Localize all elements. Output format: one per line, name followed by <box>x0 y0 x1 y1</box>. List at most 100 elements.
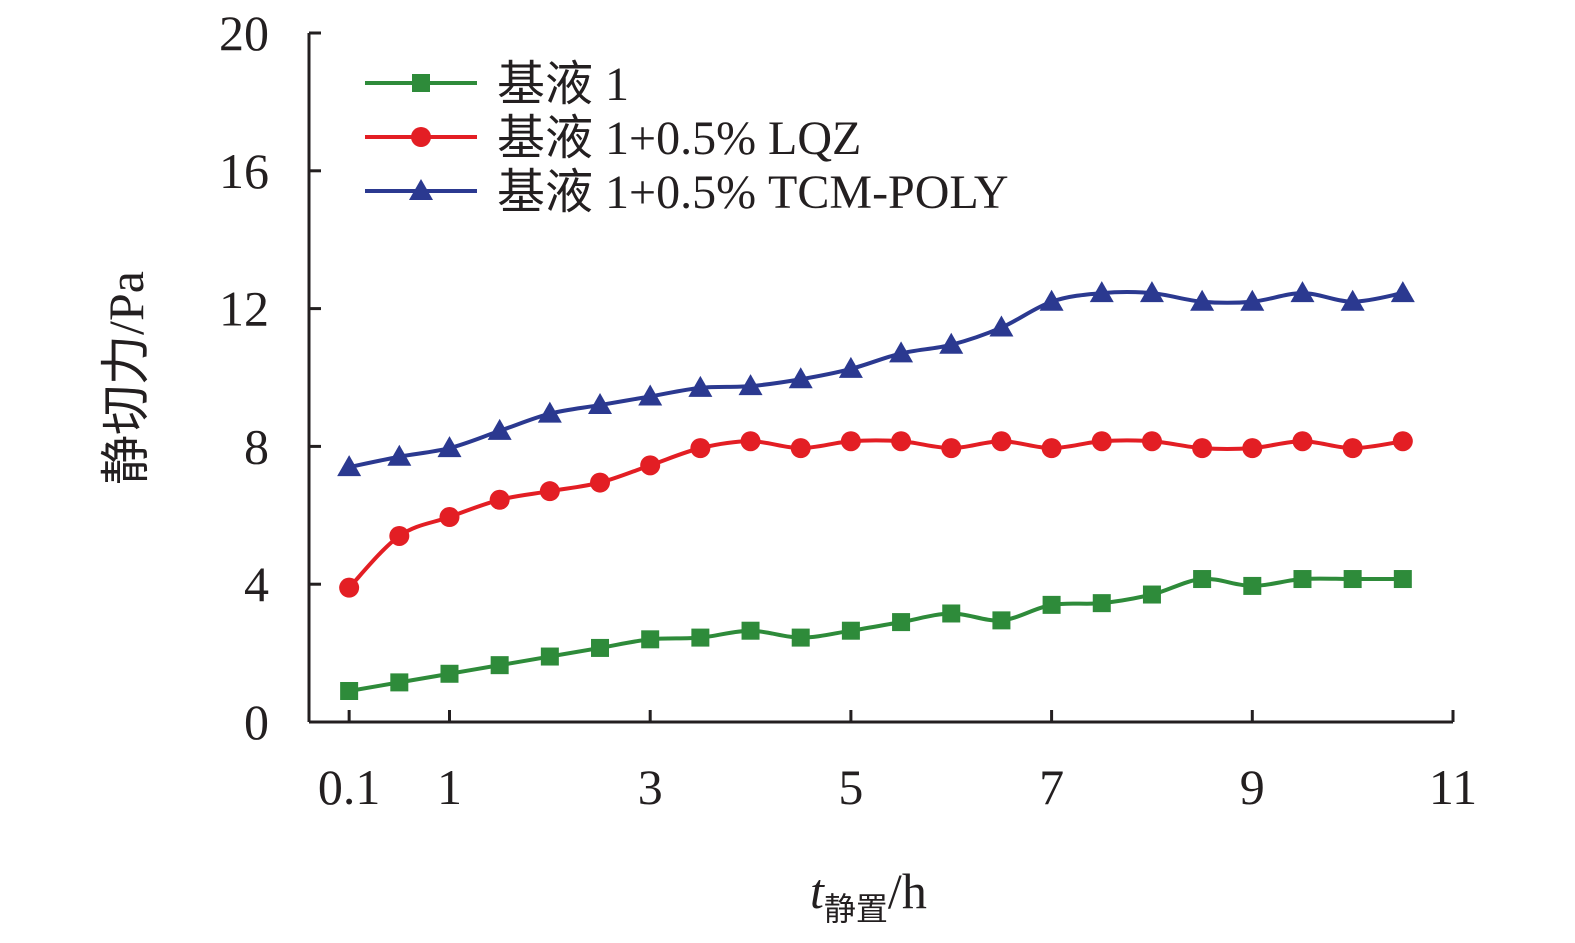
data-point <box>1343 570 1362 589</box>
x-tick-label: 3 <box>638 759 663 815</box>
legend-marker <box>411 127 431 147</box>
data-point <box>690 438 711 459</box>
data-point <box>490 656 509 675</box>
data-point <box>638 384 663 406</box>
data-point <box>1293 570 1312 589</box>
data-point <box>939 332 964 354</box>
data-point <box>1042 595 1061 614</box>
data-point <box>1092 594 1111 613</box>
series-line <box>348 290 1404 470</box>
axes <box>307 33 1453 724</box>
legend-marker <box>409 179 433 200</box>
series-1 <box>340 570 1412 700</box>
data-point <box>992 611 1011 630</box>
data-point <box>740 431 761 452</box>
y-axis-label: 静切力/Pa <box>98 271 154 485</box>
legend-label: 基液 1+0.5% LQZ <box>497 112 861 165</box>
y-tick-label: 4 <box>244 556 269 612</box>
x-tick-label: 0.1 <box>318 759 381 815</box>
data-point <box>891 431 912 452</box>
data-point <box>1243 576 1262 595</box>
data-point <box>1290 281 1315 303</box>
data-point <box>1392 431 1413 452</box>
data-point <box>1139 281 1164 303</box>
data-point <box>889 341 914 363</box>
series-layer <box>337 281 1415 700</box>
data-point <box>1089 281 1114 303</box>
data-point <box>840 431 861 452</box>
data-point <box>1193 570 1212 589</box>
data-point <box>337 455 362 477</box>
y-tick-label: 20 <box>219 5 269 61</box>
series-3 <box>337 281 1415 477</box>
data-point <box>1192 438 1213 459</box>
data-point <box>1190 289 1215 311</box>
data-point <box>1041 438 1062 459</box>
data-point <box>1340 289 1365 311</box>
data-point <box>1390 281 1415 303</box>
y-tick-label: 8 <box>244 418 269 474</box>
data-point <box>989 315 1014 337</box>
x-axis-label-unit: /h <box>888 863 927 919</box>
data-point <box>387 444 412 466</box>
legend-item: 基液 1 <box>365 58 629 111</box>
data-point <box>487 418 512 440</box>
legend-label: 基液 1 <box>497 58 629 111</box>
series-2 <box>339 431 1413 598</box>
data-point <box>390 673 409 692</box>
data-point <box>439 507 460 528</box>
data-point <box>841 621 860 640</box>
legend-item: 基液 1+0.5% LQZ <box>365 112 861 165</box>
data-point <box>440 664 459 683</box>
series-line <box>347 438 1404 590</box>
data-point <box>437 436 462 458</box>
data-point <box>838 356 863 378</box>
y-tick-label: 16 <box>219 143 269 199</box>
data-point <box>1242 438 1263 459</box>
data-point <box>588 393 613 415</box>
data-point <box>1141 431 1162 452</box>
data-point <box>1091 431 1112 452</box>
x-tick-label: 7 <box>1039 759 1064 815</box>
data-point <box>339 577 360 598</box>
data-point <box>942 604 961 623</box>
data-point <box>790 438 811 459</box>
data-point <box>941 438 962 459</box>
y-tick-label: 12 <box>219 281 269 337</box>
data-point <box>738 374 763 396</box>
series-line <box>348 576 1403 693</box>
x-axis-label: t静置/h <box>810 863 927 927</box>
legend-item: 基液 1+0.5% TCM-POLY <box>365 166 1009 219</box>
data-point <box>537 401 562 423</box>
data-point <box>640 455 661 476</box>
data-point <box>590 472 611 493</box>
legend-label: 基液 1+0.5% TCM-POLY <box>497 166 1009 219</box>
data-point <box>1142 585 1161 604</box>
data-point <box>991 431 1012 452</box>
data-point <box>1393 570 1412 589</box>
x-tick-label: 9 <box>1240 759 1265 815</box>
x-axis-label-main: t <box>810 863 825 919</box>
x-tick-label: 5 <box>838 759 863 815</box>
data-point <box>1292 431 1313 452</box>
data-point <box>892 613 911 632</box>
x-tick-label: 1 <box>437 759 462 815</box>
data-point <box>1240 289 1265 311</box>
y-tick-label: 0 <box>244 694 269 750</box>
data-point <box>691 628 710 647</box>
data-point <box>641 630 660 649</box>
data-point <box>688 375 713 397</box>
legend-marker <box>412 74 430 92</box>
data-point <box>791 628 810 647</box>
data-point <box>489 489 510 510</box>
data-point <box>741 621 760 640</box>
data-point <box>389 525 410 546</box>
data-point <box>1039 289 1064 311</box>
x-axis-label-sub: 静置 <box>824 891 888 927</box>
data-point <box>540 647 559 666</box>
data-point <box>788 367 813 389</box>
data-point <box>340 681 359 700</box>
data-point <box>1342 438 1363 459</box>
